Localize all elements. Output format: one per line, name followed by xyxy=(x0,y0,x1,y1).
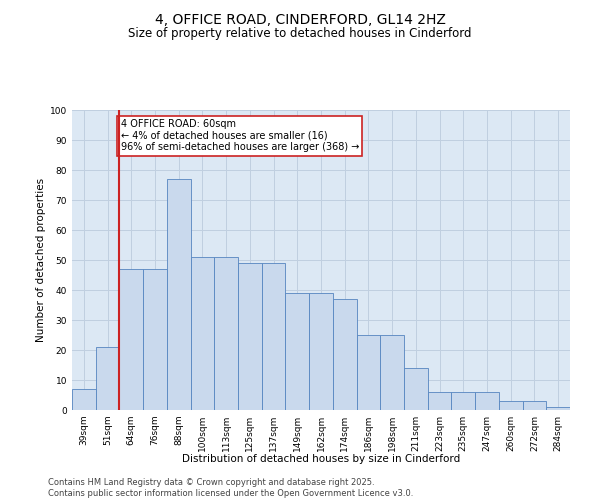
Bar xyxy=(167,179,191,410)
Bar xyxy=(499,401,523,410)
Bar xyxy=(309,293,333,410)
Bar xyxy=(404,368,428,410)
Bar xyxy=(428,392,451,410)
Bar xyxy=(191,257,214,410)
Y-axis label: Number of detached properties: Number of detached properties xyxy=(36,178,46,342)
Bar xyxy=(546,407,570,410)
X-axis label: Distribution of detached houses by size in Cinderford: Distribution of detached houses by size … xyxy=(182,454,460,464)
Bar xyxy=(333,299,356,410)
Bar xyxy=(380,335,404,410)
Bar xyxy=(523,401,546,410)
Text: 4, OFFICE ROAD, CINDERFORD, GL14 2HZ: 4, OFFICE ROAD, CINDERFORD, GL14 2HZ xyxy=(155,12,445,26)
Bar xyxy=(262,263,286,410)
Text: 4 OFFICE ROAD: 60sqm
← 4% of detached houses are smaller (16)
96% of semi-detach: 4 OFFICE ROAD: 60sqm ← 4% of detached ho… xyxy=(121,119,359,152)
Bar xyxy=(286,293,309,410)
Bar xyxy=(96,347,119,410)
Bar xyxy=(214,257,238,410)
Bar xyxy=(119,269,143,410)
Text: Size of property relative to detached houses in Cinderford: Size of property relative to detached ho… xyxy=(128,28,472,40)
Bar xyxy=(451,392,475,410)
Bar xyxy=(356,335,380,410)
Bar xyxy=(238,263,262,410)
Bar xyxy=(72,389,96,410)
Bar xyxy=(143,269,167,410)
Bar xyxy=(475,392,499,410)
Text: Contains HM Land Registry data © Crown copyright and database right 2025.
Contai: Contains HM Land Registry data © Crown c… xyxy=(48,478,413,498)
